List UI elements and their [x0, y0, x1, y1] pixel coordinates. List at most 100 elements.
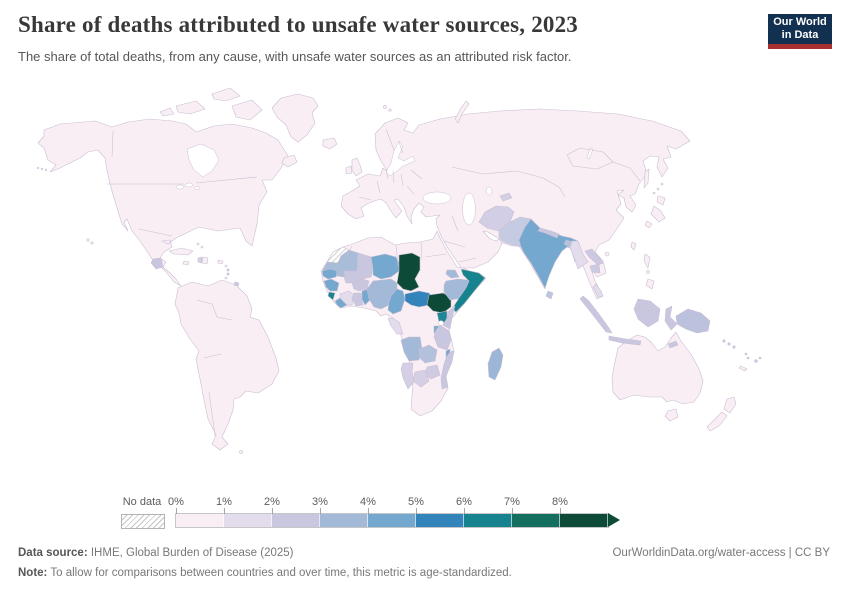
country-madagascar[interactable]: [487, 347, 504, 381]
legend-segment-5-6%[interactable]: [416, 514, 464, 527]
country-new-zealand-north[interactable]: [723, 396, 737, 414]
country-senegal[interactable]: [321, 268, 338, 280]
country-united-kingdom[interactable]: [351, 157, 363, 177]
country-eritrea[interactable]: [445, 269, 460, 279]
country-taiwan: [630, 241, 637, 251]
black-sea: [422, 191, 452, 205]
data-source-text: IHME, Global Burden of Disease (2025): [87, 547, 294, 559]
legend-tick-mark: [512, 508, 513, 514]
country-south-america[interactable]: [174, 279, 280, 451]
country-nepal[interactable]: [537, 227, 560, 239]
country-namibia[interactable]: [400, 362, 415, 390]
country-sierra-leone[interactable]: [327, 291, 336, 301]
legend-segment-6-7%[interactable]: [464, 514, 512, 527]
country-philippines-mindanao[interactable]: [645, 278, 655, 290]
country-iceland[interactable]: [322, 137, 338, 150]
island-fiji-2: [758, 356, 762, 360]
data-source-label: Data source:: [18, 547, 88, 559]
country-borneo[interactable]: [633, 298, 661, 328]
country-dominican-republic[interactable]: [201, 256, 209, 265]
country-afghanistan[interactable]: [478, 205, 515, 232]
island-aleutian-1: [44, 168, 48, 172]
baltic-sea: [385, 140, 416, 177]
country-greenland[interactable]: [271, 93, 319, 143]
island-svalbard: [383, 105, 387, 109]
country-australia[interactable]: [611, 331, 704, 405]
island-baffin: [231, 99, 263, 121]
country-zambia[interactable]: [418, 344, 438, 364]
legend-tick-label-3%: 3%: [312, 496, 328, 508]
country-kenya[interactable]: [442, 305, 456, 330]
country-guinea[interactable]: [323, 278, 340, 292]
country-niger[interactable]: [370, 253, 400, 280]
legend-tick-mark: [560, 508, 561, 514]
island-novaya-zemlya: [454, 100, 470, 124]
country-timor[interactable]: [667, 340, 679, 349]
island-newfoundland: [281, 154, 298, 168]
note-text: To allow for comparisons between countri…: [47, 567, 512, 579]
country-north-america[interactable]: [37, 118, 289, 287]
great-lake-2: [185, 182, 193, 188]
country-philippines-visayas: [646, 270, 650, 274]
country-trinidad[interactable]: [233, 281, 240, 287]
country-sri-lanka[interactable]: [545, 290, 554, 300]
legend-tick-mark: [464, 508, 465, 514]
island-hawaii-2: [90, 241, 94, 245]
country-japan-hokkaido: [656, 195, 666, 206]
country-indonesia-java[interactable]: [608, 335, 642, 346]
legend-tick-label-2%: 2%: [264, 496, 280, 508]
legend-segment-8%+[interactable]: [560, 514, 608, 527]
country-myanmar[interactable]: [569, 240, 589, 270]
country-new-zealand-south[interactable]: [706, 411, 728, 432]
country-congo-gabon[interactable]: [387, 317, 404, 335]
country-tajikistan[interactable]: [499, 192, 513, 202]
country-south-sudan[interactable]: [426, 292, 452, 314]
legend-segment-1-2%[interactable]: [224, 514, 272, 527]
legend-segment-7-8%[interactable]: [512, 514, 560, 527]
island-bahamas-2: [200, 245, 204, 249]
country-haiti[interactable]: [197, 256, 203, 264]
page-title: Share of deaths attributed to unsafe wat…: [18, 12, 578, 37]
legend-segment-2-3%[interactable]: [272, 514, 320, 527]
country-malaysia-peninsula[interactable]: [592, 283, 604, 298]
country-ghana[interactable]: [351, 292, 364, 307]
country-guatemala[interactable]: [150, 257, 164, 270]
island-svalbard-2: [388, 108, 392, 112]
country-cote-divoire[interactable]: [339, 290, 355, 306]
country-indonesia-sulawesi[interactable]: [664, 305, 678, 331]
legend-tick-label-6%: 6%: [456, 496, 472, 508]
legend-segment-0-1%[interactable]: [176, 514, 224, 527]
legend-segment-4-5%[interactable]: [368, 514, 416, 527]
country-cameroon[interactable]: [387, 288, 406, 315]
country-mozambique[interactable]: [440, 350, 455, 390]
country-cambodia[interactable]: [589, 263, 601, 274]
owid-logo[interactable]: Our World in Data: [768, 14, 832, 49]
island-banks: [159, 107, 175, 117]
island-hawaii-1: [86, 238, 90, 242]
legend-no-data-swatch[interactable]: [121, 514, 165, 529]
country-ireland[interactable]: [345, 165, 353, 175]
island-falkland: [239, 450, 243, 454]
legend-tick-label-1%: 1%: [216, 496, 232, 508]
country-japan-kyushu: [644, 220, 653, 229]
country-somalia[interactable]: [451, 268, 486, 313]
legend-tick-mark: [368, 508, 369, 514]
legend-tick-mark: [224, 508, 225, 514]
country-laos[interactable]: [584, 248, 604, 266]
island-ellesmere: [211, 87, 241, 102]
legend-no-data-label: No data: [122, 496, 162, 508]
legend-segment-3-4%[interactable]: [320, 514, 368, 527]
hudson-bay: [186, 143, 220, 178]
country-puerto-rico: [217, 259, 224, 265]
country-chad[interactable]: [396, 252, 421, 292]
country-indonesia-sumatra[interactable]: [579, 295, 613, 334]
country-tanzania[interactable]: [433, 324, 452, 351]
country-cuba[interactable]: [168, 247, 194, 256]
aral-sea: [485, 186, 493, 196]
country-liberia[interactable]: [334, 297, 348, 309]
country-philippines-luzon[interactable]: [643, 253, 651, 269]
island-antilles-2: [224, 276, 228, 280]
island-antilles-colored-2: [226, 272, 230, 276]
